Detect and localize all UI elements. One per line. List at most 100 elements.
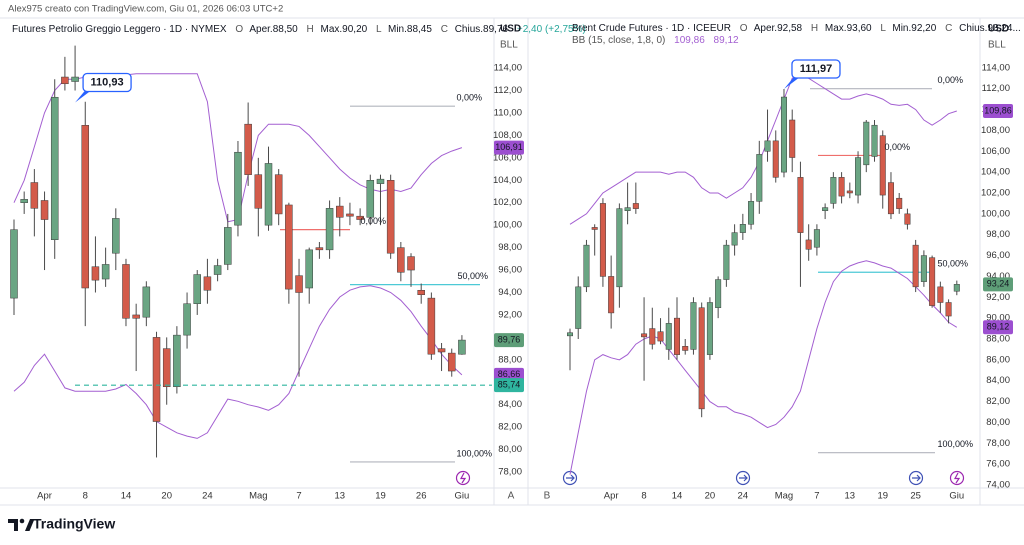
candle-body <box>797 177 804 233</box>
candle-body <box>193 274 201 304</box>
price-tag-label: 86,66 <box>498 369 521 379</box>
callout-label: 110,93 <box>91 76 124 88</box>
candle-body <box>871 124 878 157</box>
y-tick-label: 96,00 <box>498 265 522 276</box>
y-tick-label: 110,00 <box>494 107 522 118</box>
y-tick-label: 84,00 <box>986 375 1010 386</box>
candle-body <box>575 286 582 329</box>
candle-body <box>203 276 212 291</box>
candle-body <box>887 182 894 215</box>
pane-label: B <box>544 491 551 502</box>
plot-area <box>567 72 960 475</box>
y-tick-label: 90,00 <box>986 313 1010 324</box>
band-lower <box>13 285 463 439</box>
candle-body <box>183 303 191 336</box>
x-tick-label: 7 <box>814 491 819 502</box>
x-tick-label: Giu <box>949 491 964 502</box>
candle-body <box>20 199 28 203</box>
header: Alex975 creato con TradingView.com, Giu … <box>8 4 283 15</box>
candle-body <box>772 140 779 178</box>
legend-value: Chius.89,76 <box>455 24 509 35</box>
alert-icon[interactable] <box>949 470 965 486</box>
candle-body <box>920 255 927 282</box>
legend-line: Futures Petrolio Greggio Leggero · 1D · … <box>12 24 586 35</box>
candle-body <box>822 207 829 211</box>
candle-body <box>315 247 324 251</box>
price-tag-label: 85,74 <box>498 380 521 390</box>
event-icon[interactable] <box>908 470 924 486</box>
x-tick-label: Mag <box>249 491 267 502</box>
candle-body <box>224 227 232 265</box>
candle-body <box>657 331 664 342</box>
y-tick-label: 98,00 <box>986 229 1010 240</box>
candle-body <box>912 244 919 288</box>
y-tick-label: 106,00 <box>493 152 522 163</box>
price-tag-label: 89,76 <box>498 334 521 344</box>
callout-box <box>82 72 132 93</box>
y-tick-label: 100,00 <box>981 208 1010 219</box>
event-icon[interactable] <box>562 470 578 486</box>
candle-body <box>953 284 960 292</box>
candle-body <box>846 190 853 194</box>
candle-body <box>132 314 140 319</box>
candle-body <box>285 204 293 290</box>
y-tick-label: 98,00 <box>498 242 522 253</box>
y-tick-label: 112,00 <box>494 85 522 96</box>
candle-body <box>447 352 456 372</box>
indicator-label: BB (15, close, 1,8, 0) <box>572 35 665 46</box>
x-tick-label: 8 <box>83 491 88 502</box>
y-tick-label: 80,00 <box>498 444 522 455</box>
candle-body <box>122 264 130 319</box>
candle-body <box>112 218 120 254</box>
y-tick-label: 84,00 <box>498 399 522 410</box>
candle-body <box>731 232 738 246</box>
candle-body <box>830 177 837 204</box>
price-tag <box>494 378 524 393</box>
candle-body <box>325 208 334 251</box>
x-tick-label: 13 <box>334 491 345 502</box>
alert-icon[interactable] <box>455 470 471 486</box>
candle-body <box>356 215 364 220</box>
legend-key: C <box>945 23 952 34</box>
candle-body <box>896 197 903 209</box>
candle-body <box>591 227 598 230</box>
y-tick-label: 106,00 <box>981 146 1010 157</box>
candle-body <box>427 297 436 355</box>
candle-body <box>386 180 395 254</box>
fib-level-label: 0,00% <box>360 216 386 226</box>
y-tick-label: 88,00 <box>498 354 522 365</box>
price-tag <box>494 140 524 155</box>
x-tick-label: 26 <box>416 491 427 502</box>
unit: BLL <box>500 40 518 51</box>
event-icon[interactable] <box>735 470 751 486</box>
legend-value: Aper.92,58 <box>754 23 803 34</box>
candle-body <box>417 289 425 295</box>
legend-key: L <box>880 23 886 34</box>
candle-body <box>254 174 263 209</box>
legend-line: Brent Crude Futures · 1D · ICEEUR O Aper… <box>572 23 1021 34</box>
brand: TradingView <box>33 516 115 532</box>
candle-body <box>813 229 820 248</box>
y-tick-label: 114,00 <box>982 62 1010 73</box>
candle-body <box>937 286 944 303</box>
y-tick-label: 88,00 <box>986 334 1010 345</box>
currency: USD <box>500 24 521 35</box>
y-tick-label: 104,00 <box>493 175 522 186</box>
x-tick-label: 7 <box>296 491 301 502</box>
candle-body <box>458 339 466 355</box>
x-tick-label: Mag <box>775 491 793 502</box>
band-lower <box>569 260 958 475</box>
y-tick-label: 78,00 <box>498 467 522 478</box>
candle-body <box>945 302 952 317</box>
candle-body <box>336 205 344 218</box>
symbol-title: Brent Crude Futures · 1D · ICEEUR <box>572 23 731 34</box>
price-tag <box>983 320 1013 335</box>
symbol-title: Futures Petrolio Greggio Leggero · 1D · … <box>12 24 227 35</box>
candle-body <box>805 239 812 250</box>
y-tick-label: 82,00 <box>498 422 522 433</box>
candle-body <box>764 140 771 152</box>
y-tick-label: 82,00 <box>986 396 1010 407</box>
candle-body <box>723 244 730 280</box>
candle-body <box>295 275 303 293</box>
price-tag <box>983 277 1013 292</box>
